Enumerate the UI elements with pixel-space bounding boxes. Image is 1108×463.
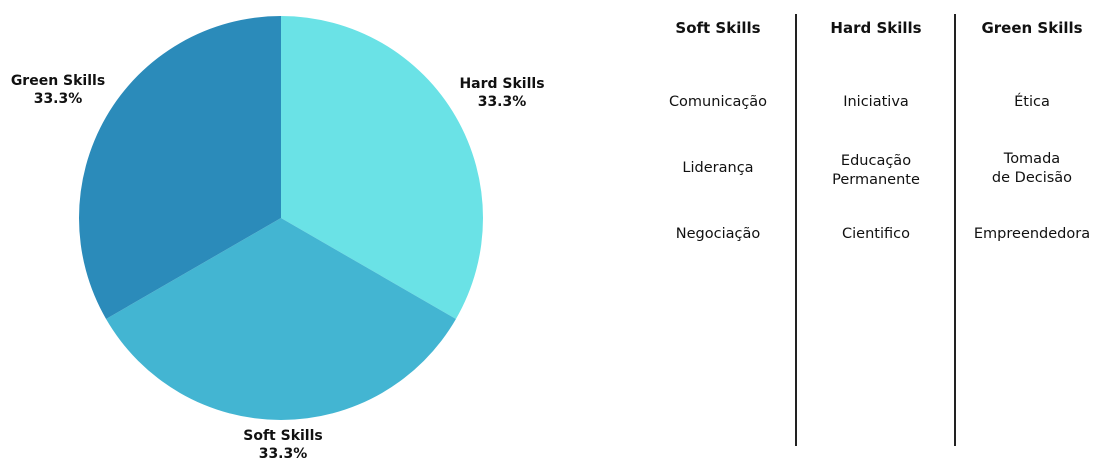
skills-table: Soft Skills Comunicação Liderança Negoci… [640,14,1108,454]
table-cell: Liderança [682,159,754,176]
table-cell: Educação Permanente [832,153,920,188]
column-soft-skills: Soft Skills Comunicação Liderança Negoci… [640,14,796,454]
slice-label-name: Green Skills [10,73,106,89]
pie-chart [78,16,484,421]
table-cell: Tomada de Decisão [991,151,1073,186]
slice-label-percent: 33.3% [258,446,308,462]
slice-label-hard-skills: Hard Skills 33.3% [454,75,550,111]
pie-slice-hard-skills [281,16,484,319]
table-cell: Ética [1014,93,1050,110]
table-cell: Cientifico [842,225,910,242]
slice-label-soft-skills: Soft Skills 33.3% [228,427,338,463]
pie-slice-green-skills [78,16,281,319]
table-cell: Comunicação [668,93,768,110]
slice-label-percent: 33.3% [33,91,83,107]
slice-label-name: Hard Skills [459,76,545,92]
column-divider [954,14,956,446]
slice-label-green-skills: Green Skills 33.3% [6,72,110,108]
column-divider [795,14,797,446]
slice-label-name: Soft Skills [243,428,323,444]
column-header: Hard Skills [830,19,922,37]
column-header: Green Skills [981,19,1083,37]
pie-slice-soft-skills [106,218,456,421]
table-cell: Empreendedora [973,225,1091,242]
column-green-skills: Green Skills Ética Tomada de Decisão Emp… [956,14,1108,454]
table-cell: Negociação [675,225,761,242]
slice-label-percent: 33.3% [477,94,527,110]
column-hard-skills: Hard Skills Iniciativa Educação Permanen… [797,14,955,454]
column-header: Soft Skills [675,19,761,37]
table-cell: Iniciativa [843,93,909,110]
